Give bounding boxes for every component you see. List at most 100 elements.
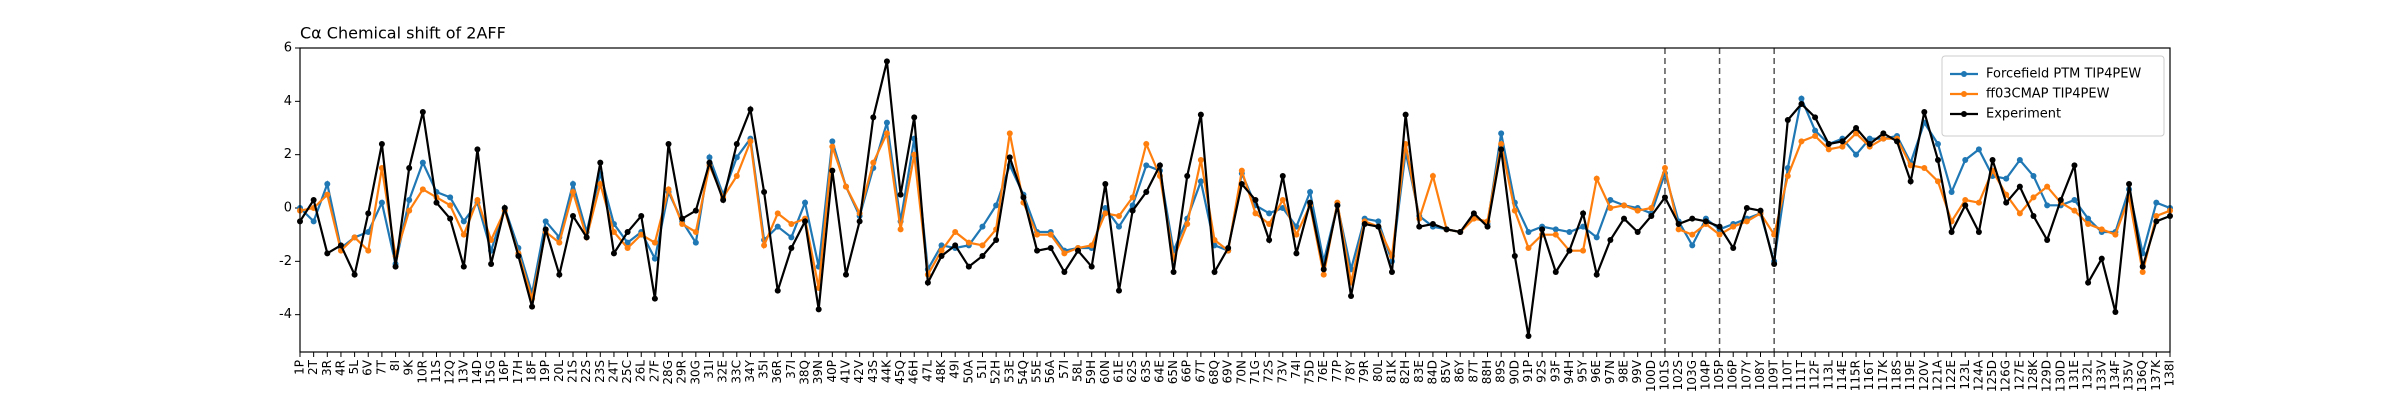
data-point: [842, 271, 849, 278]
data-point: [2112, 231, 2119, 238]
x-tick-label: 64E: [1152, 360, 1166, 383]
data-point: [1702, 218, 1709, 225]
data-point: [474, 146, 481, 153]
data-point: [2030, 213, 2037, 219]
data-point: [911, 151, 918, 158]
data-point: [406, 207, 413, 214]
data-point: [1921, 109, 1928, 115]
data-point: [993, 237, 1000, 243]
x-tick-label: 117K: [1876, 359, 1890, 391]
data-point: [310, 218, 317, 225]
data-point: [979, 253, 986, 259]
x-tick-label: 85V: [1439, 359, 1453, 383]
data-point: [1075, 247, 1082, 254]
data-point: [1648, 213, 1655, 219]
data-point: [1334, 202, 1341, 209]
data-point: [542, 218, 549, 225]
data-point: [447, 202, 454, 209]
data-point: [1689, 242, 1696, 249]
data-point: [378, 199, 385, 206]
data-point: [1034, 231, 1041, 238]
data-point: [1115, 223, 1122, 230]
y-tick-label: 4: [284, 94, 292, 109]
data-point: [1839, 143, 1846, 150]
data-point: [1716, 231, 1723, 238]
data-point: [1266, 221, 1273, 227]
x-tick-label: 53E: [1002, 360, 1016, 383]
x-tick-label: 88H: [1480, 360, 1494, 384]
data-point: [392, 263, 399, 270]
data-point: [460, 231, 467, 238]
data-point: [1416, 223, 1423, 230]
data-point: [1184, 221, 1191, 227]
data-point: [1580, 247, 1587, 254]
data-point: [802, 218, 809, 225]
data-point: [2016, 157, 2023, 163]
data-point: [1934, 141, 1941, 147]
legend-label: Experiment: [1986, 107, 2061, 122]
data-point: [1812, 127, 1819, 134]
data-point: [802, 199, 809, 206]
data-point: [829, 138, 836, 145]
data-point: [1129, 194, 1136, 201]
x-tick-label: 101S: [1657, 360, 1671, 391]
data-point: [1566, 247, 1573, 254]
data-point: [1784, 117, 1791, 123]
data-point: [1880, 130, 1887, 137]
data-point: [665, 141, 672, 147]
data-point: [679, 221, 686, 227]
x-tick-label: 61E: [1111, 360, 1125, 383]
data-point: [638, 231, 645, 238]
data-point: [1839, 138, 1846, 145]
data-point: [815, 306, 822, 313]
x-tick-label: 51I: [975, 360, 989, 379]
data-point: [1771, 231, 1778, 238]
data-point: [829, 167, 836, 174]
data-point: [2139, 263, 2146, 270]
x-tick-label: 128K: [2026, 359, 2040, 391]
x-tick-label: 97N: [1603, 360, 1617, 384]
data-point: [1525, 245, 1532, 251]
data-point: [2044, 183, 2051, 190]
x-tick-label: 10R: [415, 360, 429, 384]
data-point: [337, 242, 344, 249]
data-point: [883, 58, 890, 65]
data-point: [2016, 183, 2023, 190]
data-point: [1252, 197, 1259, 203]
data-point: [1443, 226, 1450, 233]
data-point: [1266, 237, 1273, 243]
x-tick-label: 34Y: [743, 359, 757, 382]
data-point: [1962, 197, 1969, 203]
data-point: [1020, 194, 1027, 201]
data-point: [1989, 157, 1996, 163]
x-tick-label: 50A: [961, 359, 975, 383]
data-point: [447, 194, 454, 201]
data-point: [788, 245, 795, 251]
data-point: [1730, 223, 1737, 230]
x-tick-label: 123L: [1958, 360, 1972, 390]
data-point: [569, 189, 576, 195]
data-point: [1047, 231, 1054, 238]
x-tick-label: 105P: [1712, 360, 1726, 390]
x-tick-label: 20L: [552, 360, 566, 382]
data-point: [1088, 242, 1095, 249]
x-tick-label: 94H: [1562, 360, 1576, 384]
data-point: [1689, 215, 1696, 222]
data-point: [1470, 210, 1477, 217]
data-point: [2098, 226, 2105, 233]
x-tick-label: 115R: [1849, 360, 1863, 391]
data-point: [965, 239, 972, 246]
data-point: [1634, 207, 1641, 214]
x-tick-label: 73V: [1275, 359, 1289, 383]
x-tick-label: 60N: [1098, 360, 1112, 384]
data-point: [1197, 157, 1204, 163]
data-point: [365, 247, 372, 254]
y-tick-label: 6: [284, 41, 292, 56]
data-point: [774, 223, 781, 230]
x-tick-label: 74I: [1289, 360, 1303, 379]
data-point: [979, 242, 986, 249]
data-point: [419, 109, 426, 115]
data-point: [2153, 199, 2160, 206]
x-tick-label: 80L: [1371, 360, 1385, 382]
